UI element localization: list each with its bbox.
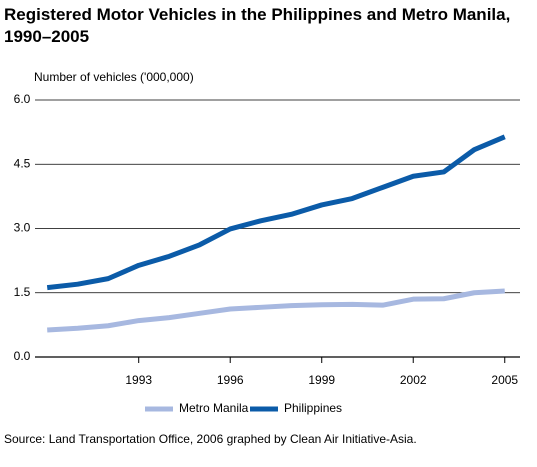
source: Source: Land Transportation Office, 2006…	[4, 432, 417, 446]
y-tick-label: 0.0	[14, 349, 31, 363]
x-tick-label: 1993	[125, 373, 152, 387]
y-tick-label: 6.0	[14, 92, 31, 106]
legend-label: Metro Manila	[179, 401, 249, 415]
y-tick-label: 3.0	[14, 221, 31, 235]
y-axis-label: Number of vehicles ('000,000)	[34, 70, 194, 84]
legend-label: Philippines	[284, 401, 342, 415]
y-tick-label: 4.5	[14, 156, 31, 170]
x-tick-label: 2005	[491, 373, 518, 387]
line	[47, 288, 505, 333]
x-tick-label: 1999	[308, 373, 335, 387]
chart-title: Registered Motor Vehicles in the Philipp…	[4, 5, 510, 46]
x-tick-label: 2002	[400, 373, 427, 387]
y-tick-label: 1.5	[14, 285, 31, 299]
x-tick-label: 1996	[217, 373, 244, 387]
line	[46, 134, 506, 291]
